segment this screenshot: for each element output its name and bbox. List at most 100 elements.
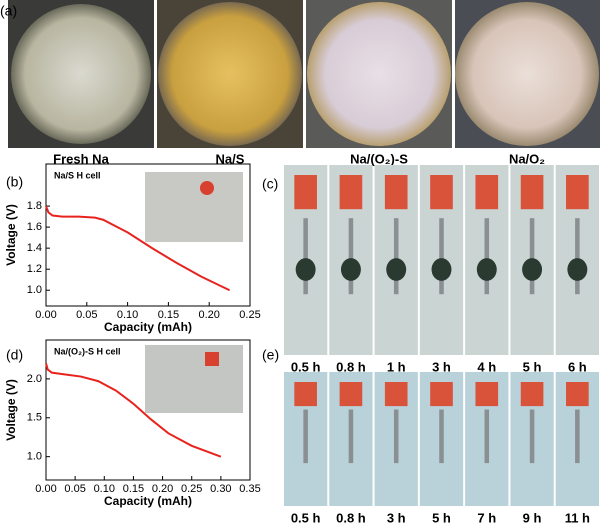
photo (294, 175, 317, 210)
time-label: 9 h (523, 510, 542, 525)
y-tick-label: 2.0 (27, 373, 42, 385)
time-label: 0.5 h (291, 510, 321, 525)
photo (295, 258, 316, 281)
x-axis-label: Capacity (mAh) (104, 494, 192, 508)
photo (476, 258, 497, 281)
annotation: Na/(O₂)-S H cell (54, 346, 121, 356)
time-label: 4 h (477, 359, 496, 374)
x-tick-label: 0.15 (158, 309, 179, 321)
time-label: 5 h (432, 510, 451, 525)
photo (307, 2, 451, 146)
x-tick-label: 0.15 (123, 483, 144, 495)
photo (303, 409, 308, 464)
x-tick-label: 0.35 (239, 483, 260, 495)
time-label: 3 h (387, 510, 406, 525)
x-axis-label: Capacity (mAh) (104, 320, 192, 334)
photo (348, 218, 354, 295)
photo (339, 175, 363, 210)
photo (522, 258, 543, 281)
time-label: 3 h (432, 359, 451, 374)
photo (439, 218, 444, 295)
photo (484, 409, 490, 464)
time-label: 6 h (568, 359, 587, 374)
y-tick-label: 1.0 (27, 451, 42, 463)
photo (393, 409, 399, 464)
photo-caption: Na/O₂ (509, 151, 545, 166)
inset-photo (145, 345, 243, 413)
photo (520, 382, 544, 407)
photo (566, 382, 589, 407)
photo (439, 409, 444, 464)
photo (431, 258, 452, 281)
panel-label: (a) (0, 3, 17, 19)
photo (567, 258, 588, 281)
inset-photo (200, 181, 214, 195)
photo (303, 218, 308, 295)
photo (11, 4, 151, 144)
panel-label: (d) (6, 347, 23, 363)
photo (348, 409, 354, 464)
photo (475, 175, 499, 210)
x-tick-label: 0.05 (64, 483, 85, 495)
photo (430, 382, 453, 407)
photo (430, 175, 453, 210)
photo-caption: Fresh Na (53, 151, 109, 166)
x-tick-label: 0.25 (181, 483, 202, 495)
y-tick-label: 1.4 (27, 242, 42, 254)
data-line (45, 205, 231, 292)
time-label: 5 h (523, 359, 542, 374)
y-tick-label: 1.5 (27, 412, 42, 424)
photo (384, 175, 408, 210)
photos-a (8, 0, 600, 148)
x-tick-label: 0.00 (35, 483, 56, 495)
time-label: 0.8 h (336, 359, 366, 374)
photo (575, 218, 580, 295)
photo (294, 382, 317, 407)
x-tick-label: 0.05 (76, 309, 97, 321)
y-axis-label: Voltage (V) (4, 204, 18, 266)
x-tick-label: 0.20 (152, 483, 173, 495)
time-label: 0.5 h (291, 359, 321, 374)
x-tick-label: 0.20 (198, 309, 219, 321)
photo-caption: Na/(O₂)-S (350, 151, 408, 166)
y-tick-label: 1.6 (27, 221, 42, 233)
photo (384, 382, 408, 407)
photo (475, 382, 499, 407)
inset-photo (145, 172, 243, 242)
panel-label: (b) (6, 174, 23, 190)
y-tick-label: 1.8 (27, 200, 42, 212)
photo (393, 218, 399, 295)
time-label: 0.8 h (336, 510, 366, 525)
plot-frame (45, 339, 251, 481)
time-label: 11 h (565, 510, 590, 525)
y-tick-label: 1.2 (27, 263, 42, 275)
photo (339, 382, 363, 407)
photo (386, 258, 407, 281)
photo (455, 2, 599, 146)
x-tick-label: 0.00 (35, 309, 56, 321)
panel-label: (c) (262, 176, 278, 192)
photo (520, 175, 544, 210)
annotation: Na/S H cell (54, 170, 101, 180)
data-line (45, 363, 222, 458)
photo (340, 258, 361, 281)
x-tick-label: 0.25 (239, 309, 260, 321)
panel-label: (e) (262, 347, 279, 363)
photo (529, 409, 535, 464)
photo (484, 218, 490, 295)
photo (566, 175, 589, 210)
x-tick-label: 0.30 (210, 483, 231, 495)
photo-caption: Na/S (216, 151, 245, 166)
plot-frame (45, 163, 251, 307)
y-tick-label: 1.0 (27, 284, 42, 296)
y-axis-label: Voltage (V) (4, 379, 18, 441)
x-tick-label: 0.10 (94, 483, 115, 495)
photo (158, 2, 302, 146)
inset-photo (205, 352, 219, 366)
time-label: 1 h (387, 359, 406, 374)
time-label: 7 h (477, 510, 496, 525)
x-tick-label: 0.10 (117, 309, 138, 321)
photo (529, 218, 535, 295)
photo (575, 409, 580, 464)
